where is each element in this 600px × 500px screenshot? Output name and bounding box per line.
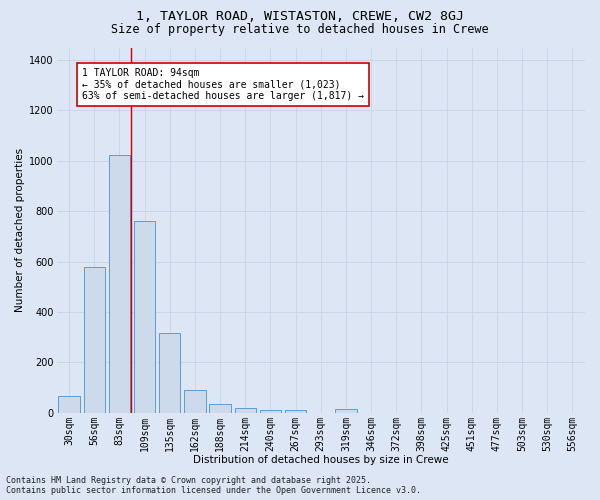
Bar: [83, 266, 105, 413]
Bar: [58, 396, 80, 413]
Bar: [159, 334, 181, 413]
Bar: [184, 390, 206, 413]
Bar: [109, 155, 130, 413]
Bar: [235, 408, 256, 413]
Bar: [285, 410, 307, 413]
Text: Size of property relative to detached houses in Crewe: Size of property relative to detached ho…: [111, 22, 489, 36]
Bar: [134, 222, 155, 413]
Y-axis label: Number of detached properties: Number of detached properties: [15, 148, 25, 312]
Text: 1, TAYLOR ROAD, WISTASTON, CREWE, CW2 8GJ: 1, TAYLOR ROAD, WISTASTON, CREWE, CW2 8G…: [136, 10, 464, 23]
Text: Contains HM Land Registry data © Crown copyright and database right 2025.
Contai: Contains HM Land Registry data © Crown c…: [6, 476, 421, 495]
Bar: [260, 410, 281, 413]
Text: 1 TAYLOR ROAD: 94sqm
← 35% of detached houses are smaller (1,023)
63% of semi-de: 1 TAYLOR ROAD: 94sqm ← 35% of detached h…: [82, 68, 364, 101]
Bar: [209, 404, 231, 413]
X-axis label: Distribution of detached houses by size in Crewe: Distribution of detached houses by size …: [193, 455, 449, 465]
Bar: [335, 409, 356, 413]
